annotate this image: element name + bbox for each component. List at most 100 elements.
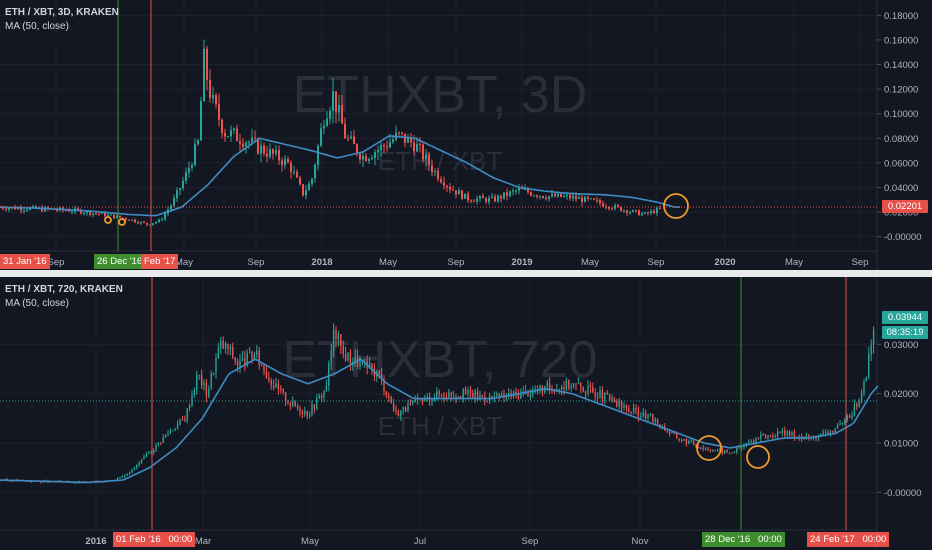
candle-body (400, 410, 401, 416)
candle-body (143, 222, 145, 223)
candle-body (292, 401, 293, 405)
candle-body (299, 178, 301, 185)
x-tick-label: May (581, 257, 599, 268)
candle-body (350, 352, 351, 363)
candle-body (359, 362, 360, 367)
candle-body (83, 213, 85, 214)
candle-body (134, 220, 136, 223)
candle-body (239, 361, 240, 366)
pane-separator[interactable] (0, 270, 932, 277)
candle-body (333, 330, 334, 351)
candle-body (230, 130, 232, 136)
candle-body (125, 218, 127, 220)
candle-body (136, 465, 137, 468)
y-tick-label: -0.00000 (884, 488, 922, 499)
candle-body (861, 393, 862, 401)
candle-body (652, 414, 653, 421)
candle-body (847, 416, 848, 420)
candle-body (254, 138, 256, 139)
chart-pane-3d[interactable]: 0.18000 0.16000 0.14000 0.12000 0.10000 0.080… (0, 0, 932, 270)
candle-body (124, 475, 125, 477)
candle-body (500, 196, 502, 199)
candle-body (659, 208, 661, 209)
candle-body (592, 387, 593, 392)
candle-body (772, 436, 773, 437)
candle-body (473, 201, 475, 202)
candle-body (629, 212, 631, 213)
candle-body (347, 352, 348, 360)
y-tick-label: -0.00000 (884, 232, 922, 243)
candle-body (751, 441, 752, 442)
candle-body (335, 91, 337, 112)
chart-canvas-3d[interactable]: 0.18000 0.16000 0.14000 0.12000 0.10000 0.080… (0, 0, 932, 270)
candle-body (393, 404, 394, 410)
candle-body (269, 149, 271, 156)
candle-body (497, 196, 499, 201)
candle-body (460, 396, 461, 398)
candle-body (128, 220, 130, 221)
candle-body (295, 401, 296, 406)
candle-body (191, 165, 193, 168)
ma-indicator-label[interactable]: MA (50, close) (5, 298, 69, 309)
candle-body (458, 190, 460, 194)
chart-pane-720[interactable]: 0.03000 0.02000 0.01000 -0.00000 ETHXBT, 720… (0, 277, 932, 550)
candle-body (368, 159, 370, 161)
candle-body (316, 398, 317, 409)
candle-body (604, 393, 605, 400)
candle-body (633, 408, 634, 413)
candle-body (758, 438, 759, 439)
candle-body (623, 210, 625, 211)
candle-body (212, 95, 214, 98)
x-tick-label: Sep (248, 257, 265, 268)
candle-body (563, 387, 564, 389)
symbol-title: ETH / XBT, 3D, KRAKEN (5, 7, 119, 18)
candle-body (839, 424, 840, 425)
candle-body (308, 184, 310, 191)
x-tick-label: 2019 (511, 257, 532, 268)
candle-body (395, 409, 396, 411)
candle-body (859, 401, 860, 406)
candle-body (566, 380, 567, 389)
candle-body (227, 136, 229, 137)
candle-body (173, 198, 175, 205)
symbol-title: ETH / XBT, 720, KRAKEN (5, 284, 123, 295)
candle-body (760, 435, 761, 439)
candle-body (476, 199, 478, 202)
candle-body (545, 198, 547, 199)
candle-body (208, 388, 209, 396)
candle-body (311, 404, 312, 414)
chart-canvas-720[interactable]: 0.03000 0.02000 0.01000 -0.00000 ETHXBT, 720… (0, 277, 932, 550)
candle-body (453, 396, 454, 397)
x-tick-label: Nov (632, 536, 649, 547)
candle-body (640, 416, 641, 417)
candle-body (398, 133, 400, 134)
candle-body (676, 433, 677, 439)
candle-body (340, 334, 341, 346)
x-tick-label: 2020 (714, 257, 735, 268)
y-tick-label: 0.04000 (884, 183, 918, 194)
candle-body (575, 383, 576, 384)
candle-body (223, 341, 224, 349)
candle-body (403, 407, 404, 410)
candle-body (647, 415, 648, 418)
candle-body (703, 448, 704, 449)
candle-body (700, 448, 701, 449)
candle-body (254, 355, 255, 359)
candle-body (129, 473, 130, 474)
y-tick-label: 0.14000 (884, 60, 918, 71)
candle-body (765, 435, 766, 438)
candle-body (467, 194, 469, 201)
candle-body (575, 196, 577, 199)
candle-body (560, 194, 562, 197)
candle-body (242, 358, 243, 361)
candle-body (787, 431, 788, 434)
ma-indicator-label[interactable]: MA (50, close) (5, 21, 69, 32)
y-tick-label: 0.10000 (884, 109, 918, 120)
candle-body (158, 442, 159, 444)
candle-body (844, 420, 845, 423)
candle-body (263, 146, 265, 154)
candle-body (203, 49, 205, 101)
candle-body (739, 448, 740, 449)
candle-body (587, 386, 588, 393)
highlight-circle (747, 446, 769, 468)
